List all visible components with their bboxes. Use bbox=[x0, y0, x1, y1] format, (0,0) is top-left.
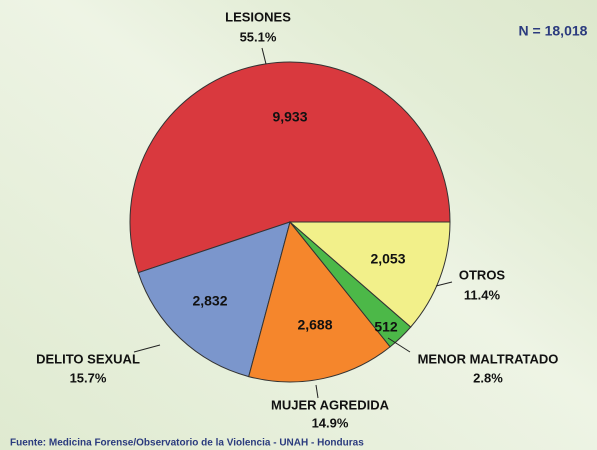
leader-line bbox=[261, 47, 267, 65]
category-label: MENOR MALTRATADO bbox=[418, 351, 559, 366]
percent-label: 14.9% bbox=[312, 415, 349, 430]
leader-line bbox=[133, 344, 161, 353]
percent-label: 15.7% bbox=[70, 370, 107, 385]
percent-label: 2.8% bbox=[473, 370, 503, 385]
category-label: OTROS bbox=[459, 267, 506, 282]
value-label: 2,053 bbox=[370, 251, 405, 267]
percent-label: 11.4% bbox=[464, 287, 501, 302]
category-label: MUJER AGREDIDA bbox=[271, 397, 390, 412]
value-label: 9,933 bbox=[272, 109, 307, 125]
source-note: Fuente: Medicina Forense/Observatorio de… bbox=[10, 438, 364, 449]
pie-slice bbox=[288, 221, 451, 328]
value-label: 2,832 bbox=[192, 293, 227, 309]
category-label: DELITO SEXUAL bbox=[36, 351, 140, 366]
leader-line bbox=[387, 337, 411, 353]
pie-slice bbox=[248, 220, 391, 383]
pie-slice bbox=[129, 61, 451, 274]
chart-title: N = 18,018 bbox=[519, 23, 588, 39]
pie-slice bbox=[137, 221, 291, 378]
leader-line bbox=[435, 281, 453, 287]
value-label: 512 bbox=[374, 319, 398, 335]
category-label: LESIONES bbox=[225, 9, 291, 24]
value-label: 2,688 bbox=[297, 317, 332, 333]
percent-label: 55.1% bbox=[240, 29, 277, 44]
leader-line bbox=[315, 384, 319, 399]
